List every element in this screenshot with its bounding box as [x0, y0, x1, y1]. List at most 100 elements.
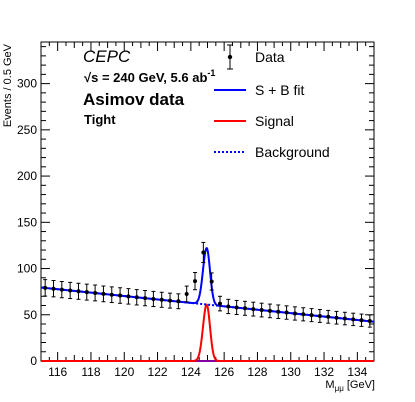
x-axis-title: Mμμ [GeV]: [325, 379, 375, 393]
legend-entry: Signal: [214, 113, 294, 129]
data-point: [118, 287, 123, 304]
data-point: [284, 305, 289, 320]
y-tick-label: 50: [24, 308, 38, 322]
data-point-marker: [342, 316, 347, 321]
data-point-marker: [292, 311, 297, 316]
data-point-marker: [59, 287, 64, 292]
x-tick-label: 126: [214, 365, 234, 379]
signal-curve: [41, 303, 374, 362]
data-point: [51, 280, 56, 298]
legend-label: S + B fit: [255, 82, 305, 98]
data-point-marker: [68, 288, 73, 293]
data-point-marker: [51, 286, 56, 291]
data-point-marker: [317, 313, 322, 318]
data-point-marker: [226, 304, 231, 309]
data-point: [193, 272, 198, 291]
x-tick-label: 128: [247, 365, 267, 379]
data-point-marker: [76, 289, 81, 294]
data-point-marker: [259, 308, 264, 313]
data-point: [292, 306, 297, 321]
x-tick-label: 134: [347, 365, 367, 379]
y-tick-label: 300: [17, 77, 37, 91]
legend-data-marker: [227, 54, 233, 60]
data-point-marker: [201, 250, 206, 255]
y-tick-label: 100: [17, 262, 37, 276]
data-point-marker: [101, 291, 106, 296]
selection-label: Tight: [84, 112, 116, 127]
y-axis-title: Events / 0.5 GeV: [2, 43, 14, 127]
data-point: [242, 300, 247, 316]
data-point: [93, 284, 98, 302]
x-axis-title-subscript: μμ: [335, 384, 345, 393]
data-point: [326, 309, 331, 324]
data-point-marker: [359, 318, 364, 323]
data-point: [201, 241, 206, 263]
data-point-marker: [242, 306, 247, 311]
data-point-marker: [193, 279, 198, 284]
y-tick-label: 150: [17, 215, 37, 229]
data-point-marker: [176, 299, 181, 304]
data-point: [209, 272, 214, 291]
data-point: [217, 295, 222, 312]
data-point-marker: [134, 295, 139, 300]
data-point: [184, 285, 189, 303]
legend-entry: Data: [227, 44, 285, 70]
data-point-marker: [118, 293, 123, 298]
data-point-marker: [126, 294, 131, 299]
data-point-marker: [284, 310, 289, 315]
x-tick-label: 132: [314, 365, 334, 379]
legend-label: Signal: [255, 113, 294, 129]
data-point: [151, 290, 156, 308]
y-tick-label: 0: [30, 354, 37, 368]
data-point: [367, 314, 372, 328]
x-tick-label: 124: [181, 365, 201, 379]
experiment-label: CEPC: [83, 47, 131, 66]
data-point-marker: [351, 317, 356, 322]
data-point: [301, 307, 306, 322]
data-point-marker: [93, 290, 98, 295]
data-point: [109, 286, 114, 304]
y-tick-label: 200: [17, 169, 37, 183]
x-tick-label: 130: [281, 365, 301, 379]
x-tick-label: 116: [48, 365, 67, 379]
data-point-marker: [267, 308, 272, 313]
x-axis-title-main: M: [325, 379, 334, 391]
data-point-marker: [234, 305, 239, 310]
data-point: [342, 311, 347, 326]
data-point-marker: [151, 296, 156, 301]
legend: Data S + B fit Signal Background: [214, 44, 330, 160]
series-layer: [40, 241, 375, 362]
data-point: [168, 292, 173, 309]
data-point-marker: [334, 315, 339, 320]
data-point: [226, 298, 231, 315]
data-point-marker: [326, 314, 331, 319]
data-point-marker: [276, 309, 281, 314]
data-point: [59, 280, 64, 299]
legend-entry: S + B fit: [214, 82, 305, 98]
data-point: [143, 289, 148, 307]
data-point: [84, 283, 89, 301]
x-tick-label: 122: [148, 365, 168, 379]
data-point-marker: [143, 296, 148, 301]
data-point-marker: [301, 312, 306, 317]
annotation-layer: CEPC √s = 240 GeV, 5.6 ab-1 Asimov data …: [83, 47, 215, 127]
legend-label: Background: [255, 144, 330, 160]
data-point: [76, 282, 81, 300]
data-point-marker: [109, 292, 114, 297]
data-point: [259, 302, 264, 318]
x-tick-label: 118: [81, 365, 100, 379]
data-point-marker: [309, 313, 314, 318]
data-point-marker: [43, 285, 48, 290]
data-point: [334, 310, 339, 325]
data-point-marker: [159, 297, 164, 302]
x-tick-label: 120: [114, 365, 134, 379]
data-point: [351, 312, 356, 327]
data-point: [43, 279, 48, 297]
dataset-label: Asimov data: [83, 90, 185, 109]
data-point-marker: [217, 301, 222, 306]
energy-lumi-exponent: -1: [207, 68, 215, 78]
data-point: [101, 285, 106, 303]
data-point: [309, 308, 314, 323]
data-point-marker: [168, 298, 173, 303]
